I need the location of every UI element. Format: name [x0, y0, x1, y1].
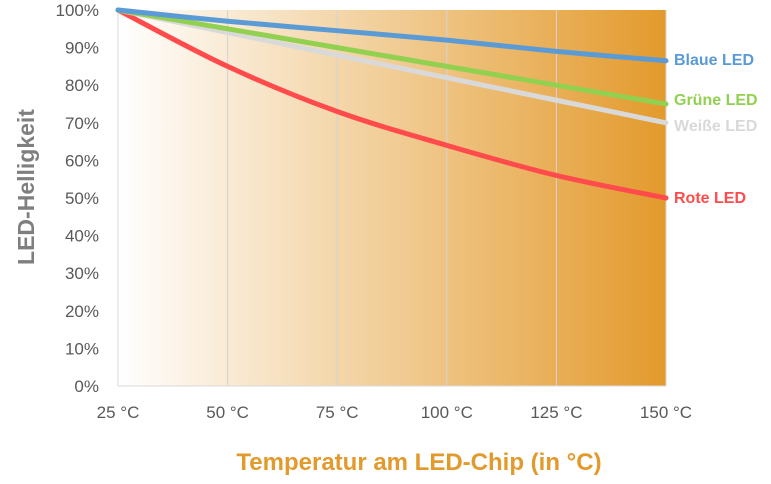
series-line-blaue-led — [115, 7, 669, 64]
x-axis-title: Temperatur am LED-Chip (in °C) — [236, 449, 601, 476]
series-line-gruene-led — [115, 7, 669, 107]
grid-lines — [227, 10, 667, 386]
y-tick-label: 60% — [65, 151, 99, 170]
x-tick-label: 150 °C — [640, 403, 692, 422]
x-tick-label: 50 °C — [206, 403, 249, 422]
x-tick-label: 100 °C — [421, 403, 473, 422]
series-label-gruene-led: Grüne LED — [674, 92, 758, 109]
y-tick-label: 40% — [65, 227, 99, 246]
series-lines — [115, 7, 669, 201]
series-label-blaue-led: Blaue LED — [674, 52, 754, 69]
y-axis-title: LED-Helligkeit — [13, 109, 39, 265]
x-tick-labels: 25 °C 50 °C 75 °C 100 °C 125 °C 150 °C — [97, 403, 692, 422]
x-tick-label: 25 °C — [97, 403, 140, 422]
y-tick-label: 0% — [74, 377, 99, 396]
series-line-rote-led — [115, 7, 669, 201]
series-label-rote-led: Rote LED — [674, 190, 746, 207]
y-tick-label: 80% — [65, 76, 99, 95]
x-tick-label: 75 °C — [316, 403, 359, 422]
series-label-weisse-led: Weiße LED — [674, 118, 757, 135]
y-tick-label: 10% — [65, 339, 99, 358]
x-tick-label: 125 °C — [530, 403, 582, 422]
series-labels: Blaue LED Grüne LED Weiße LED Rote LED — [674, 52, 758, 207]
y-tick-label: 50% — [65, 189, 99, 208]
y-tick-labels: 0% 10% 20% 30% 40% 50% 60% 70% 80% 90% 100% — [56, 1, 99, 396]
y-tick-label: 20% — [65, 302, 99, 321]
y-tick-label: 100% — [56, 1, 99, 20]
axes — [117, 10, 666, 387]
plot-background — [118, 10, 666, 386]
y-tick-label: 30% — [65, 264, 99, 283]
series-line-weisse-led — [115, 7, 669, 126]
y-tick-label: 70% — [65, 114, 99, 133]
y-tick-label: 90% — [65, 39, 99, 58]
